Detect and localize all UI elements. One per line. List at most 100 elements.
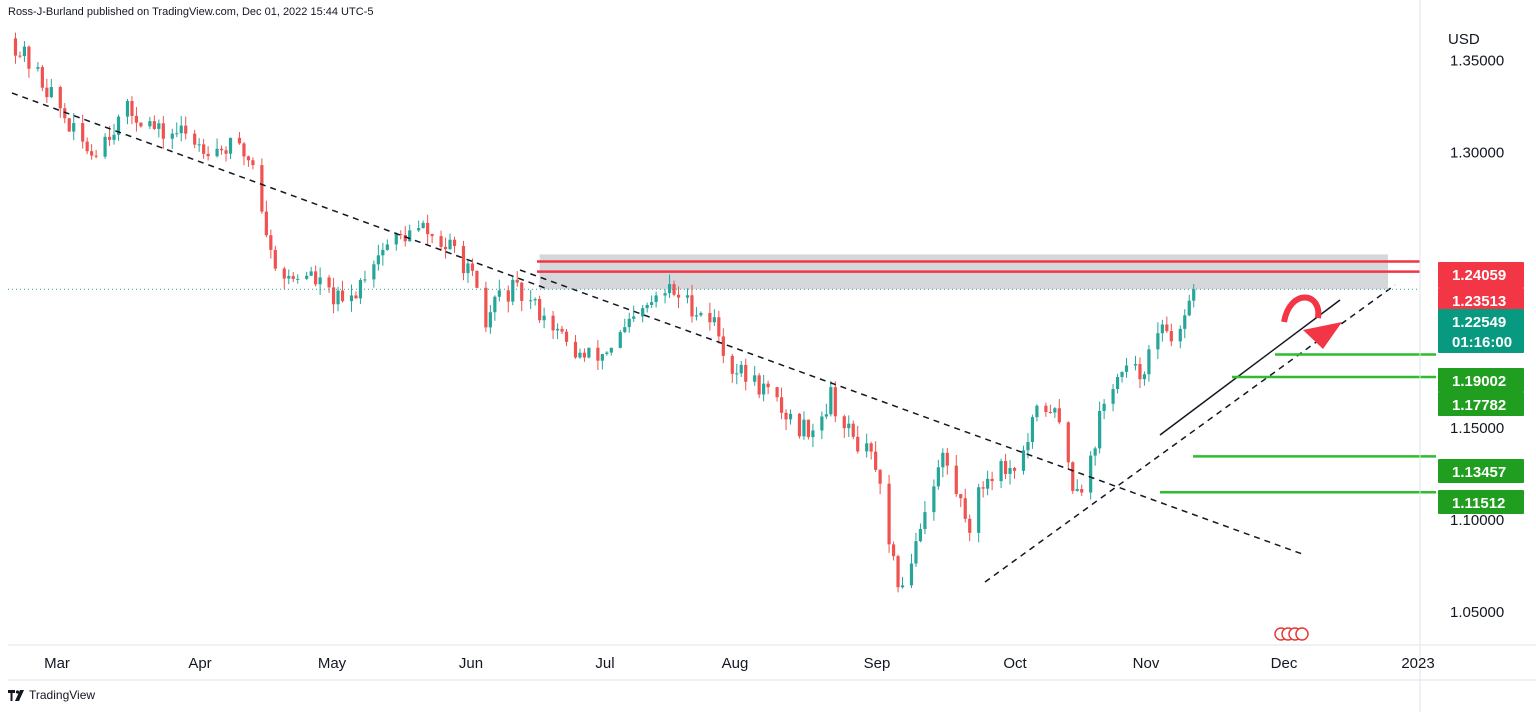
candle-body [564,331,569,342]
candle-body [336,290,340,305]
candle-body [22,46,27,57]
candle-body [618,332,622,348]
candle-body [1178,328,1182,342]
candle-body [1098,410,1102,449]
x-tick-label: Nov [1133,655,1160,672]
candle-body [650,302,654,305]
candle-body [349,295,354,302]
candle-body [13,38,18,56]
support-tag-4-text: 1.11512 [1452,495,1505,512]
candle-body [237,137,242,144]
candle-body [1071,462,1075,491]
publisher-header: Ross-J-Burland published on TradingView.… [8,6,374,18]
candle-body [175,133,179,135]
candle-body [448,239,452,250]
candle-body [493,296,497,313]
candle-body [291,276,295,279]
candle-body [587,347,591,358]
candle-body [609,347,613,353]
candle-body [206,153,210,157]
candle-body [555,328,560,331]
x-tick-label: Aug [722,655,749,672]
candle-body [842,416,846,429]
candle-body [941,452,945,468]
candle-body [1133,364,1138,366]
candle-body [945,452,949,466]
candle-body [430,234,434,237]
candle-body [1008,468,1012,474]
candle-body [775,387,779,398]
candle-body [314,271,318,285]
candle-body [72,123,76,132]
candle-body [699,312,703,316]
candle-body [829,387,833,415]
candle-body [515,279,519,283]
candle-body [721,336,725,356]
candle-body [107,136,112,140]
candle-body [856,436,860,452]
candle-body [542,315,546,321]
candle-body [1120,371,1124,377]
candle-body [1124,365,1129,372]
candle-body [202,144,206,154]
y-tick-label: 1.35000 [1450,52,1504,69]
candle-body [112,134,116,140]
x-tick-label: Mar [44,655,70,672]
candle-body [1111,389,1115,404]
candle-body [779,397,784,413]
candle-body [81,123,85,142]
candle-body [667,284,672,294]
candle-body [403,235,407,242]
candle-body [511,279,515,302]
support-tag-2-text: 1.17782 [1452,397,1506,414]
candle-body [309,271,313,276]
candle-body [1035,405,1039,418]
candle-body [900,585,905,588]
candle-body [717,317,721,337]
candle-body [999,461,1003,482]
candle-body [690,295,694,317]
candle-body [932,486,936,513]
candle-body [421,222,425,229]
candle-body [986,478,990,489]
candle-body [824,414,828,417]
candle-body [452,239,457,247]
candle-body [757,375,761,395]
candle-body [959,494,963,499]
support-tag-2-bg [1438,392,1524,416]
candle-body [1147,349,1151,375]
candle-body [224,150,228,154]
candle-body [287,276,291,279]
pullback-arrow [1281,294,1322,323]
candle-body [1102,403,1106,411]
candle-body [1021,450,1026,471]
candle-body [865,443,869,452]
candles-layer [13,32,1196,593]
candle-body [264,211,268,236]
candle-body [851,423,855,437]
candle-body [766,383,770,388]
y-tick-label: 1.15000 [1450,420,1504,437]
candle-body [1066,422,1070,463]
candle-body [161,123,165,139]
candle-body [394,234,398,245]
tradingview-footer[interactable]: TradingView [8,688,95,702]
candle-body [18,55,22,57]
candle-body [340,290,345,302]
candle-body [1187,300,1191,316]
candle-body [1169,331,1173,342]
candle-body [739,364,743,374]
resistance-tag-1-text: 1.24059 [1452,267,1506,284]
support-tag-3-bg [1438,459,1524,483]
candle-body [551,315,555,331]
candle-body [85,141,89,152]
candle-body [1053,408,1057,413]
candle-body [1138,364,1142,380]
candle-body [506,290,510,302]
candle-body [1057,408,1061,423]
candle-body [260,165,264,212]
candle-body [484,287,488,328]
candle-body [1160,324,1164,334]
candle-body [744,364,748,382]
